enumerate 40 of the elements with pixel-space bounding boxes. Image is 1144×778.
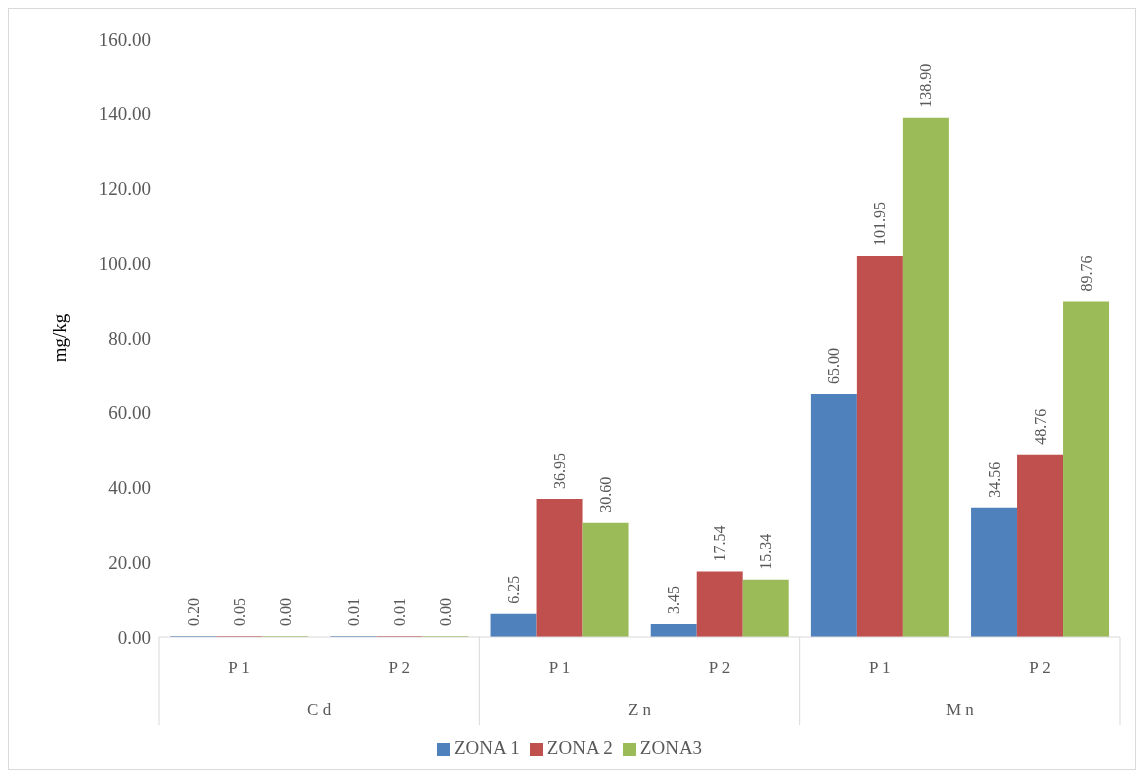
x-tick-label: P 2 (708, 658, 731, 677)
y-axis-title: mg/kg (48, 313, 70, 363)
data-label: 138.90 (917, 63, 935, 108)
data-label: 89.76 (1077, 255, 1095, 292)
y-tick-label: 80.00 (108, 327, 151, 349)
legend-label: ZONA3 (639, 737, 703, 758)
text: C d (307, 700, 332, 719)
x-tick-label: P 1 (228, 658, 250, 677)
data-label: 0.20 (184, 598, 202, 626)
data-label: 0.01 (390, 598, 408, 626)
y-tick-label: 40.00 (108, 477, 151, 499)
data-label: 17.54 (711, 525, 729, 562)
text: Z n (627, 700, 652, 719)
data-label: 15.34 (757, 533, 775, 570)
data-label: 0.05 (230, 598, 248, 626)
x-tick-label: P 1 (548, 658, 571, 677)
data-label: 0.00 (276, 598, 294, 626)
y-tick-label: 100.00 (98, 252, 151, 274)
data-label: 0.00 (436, 598, 454, 626)
text: M n (945, 700, 975, 719)
legend-label: ZONA 2 (546, 737, 613, 758)
data-label: 48.76 (1031, 408, 1049, 445)
y-tick-label: 140.00 (98, 103, 151, 125)
data-label: 65.00 (825, 348, 843, 385)
y-tick-label: 60.00 (108, 402, 151, 424)
y-tick-label: 0.00 (117, 626, 151, 648)
data-label: 30.60 (597, 476, 615, 513)
data-label: 6.25 (505, 575, 523, 604)
y-tick-label: 160.00 (98, 28, 151, 50)
x-tick-label: P 1 (868, 658, 891, 677)
y-tick-label: 20.00 (108, 551, 151, 573)
data-label: 34.56 (985, 461, 1003, 498)
legend-label: ZONA 1 (453, 737, 520, 758)
data-label: 36.95 (551, 452, 569, 489)
x-tick-label: P 2 (388, 658, 411, 677)
x-tick-label: P 2 (1029, 658, 1051, 677)
data-label: 3.45 (665, 586, 683, 615)
data-label: 0.01 (344, 598, 362, 626)
data-label: 101.95 (871, 201, 889, 246)
y-tick-label: 120.00 (98, 178, 151, 200)
